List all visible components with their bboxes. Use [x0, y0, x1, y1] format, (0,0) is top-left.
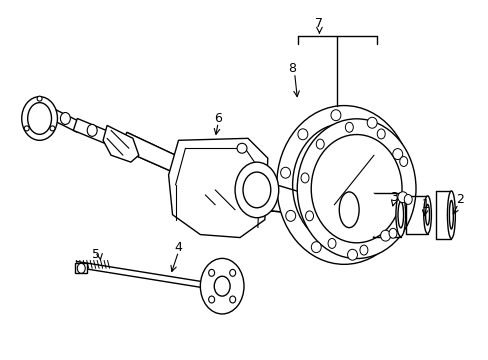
Ellipse shape [77, 264, 85, 273]
Ellipse shape [366, 117, 376, 128]
Ellipse shape [301, 173, 308, 183]
Text: 2: 2 [455, 193, 463, 206]
Text: 6: 6 [214, 112, 222, 125]
Text: 3: 3 [389, 192, 397, 204]
Ellipse shape [404, 194, 411, 204]
Polygon shape [103, 125, 139, 162]
Ellipse shape [21, 96, 57, 140]
Polygon shape [326, 195, 348, 225]
Ellipse shape [200, 258, 244, 314]
Ellipse shape [50, 126, 55, 131]
Ellipse shape [397, 192, 407, 203]
Ellipse shape [425, 204, 428, 225]
Ellipse shape [339, 192, 358, 228]
Ellipse shape [24, 126, 29, 131]
Bar [372, 193, 400, 237]
Text: 7: 7 [315, 17, 323, 30]
Ellipse shape [61, 113, 70, 125]
Ellipse shape [87, 125, 97, 136]
Ellipse shape [208, 296, 214, 303]
Ellipse shape [345, 122, 353, 132]
Polygon shape [73, 118, 111, 144]
Ellipse shape [280, 167, 290, 178]
Text: 5: 5 [92, 248, 100, 261]
Ellipse shape [37, 96, 42, 101]
Ellipse shape [392, 149, 402, 159]
Ellipse shape [448, 201, 452, 229]
Ellipse shape [28, 103, 51, 134]
Ellipse shape [243, 172, 270, 208]
Ellipse shape [305, 211, 313, 221]
Ellipse shape [297, 119, 415, 258]
Ellipse shape [285, 210, 295, 221]
Ellipse shape [380, 230, 390, 241]
Ellipse shape [208, 269, 214, 276]
Ellipse shape [397, 202, 403, 228]
Bar [75, 264, 87, 273]
Ellipse shape [395, 193, 405, 237]
Ellipse shape [316, 139, 324, 149]
Ellipse shape [359, 245, 367, 255]
Ellipse shape [310, 135, 401, 243]
Polygon shape [49, 109, 81, 132]
Ellipse shape [330, 110, 340, 121]
Ellipse shape [347, 249, 357, 260]
Polygon shape [257, 195, 344, 218]
Ellipse shape [367, 193, 377, 237]
Ellipse shape [376, 129, 385, 139]
Polygon shape [168, 138, 267, 238]
Text: 1: 1 [421, 198, 428, 211]
Ellipse shape [447, 191, 454, 239]
Ellipse shape [297, 129, 307, 140]
Ellipse shape [229, 269, 235, 276]
Ellipse shape [237, 143, 246, 153]
Text: 8: 8 [287, 62, 295, 75]
Ellipse shape [423, 196, 430, 234]
Ellipse shape [388, 228, 396, 238]
Ellipse shape [292, 123, 395, 247]
Ellipse shape [311, 242, 321, 253]
Polygon shape [119, 132, 192, 178]
Ellipse shape [235, 162, 278, 218]
Ellipse shape [276, 105, 411, 264]
Ellipse shape [327, 238, 335, 248]
Text: 4: 4 [174, 241, 182, 254]
Ellipse shape [214, 276, 230, 296]
Ellipse shape [399, 157, 407, 166]
Polygon shape [346, 194, 366, 228]
Ellipse shape [229, 296, 235, 303]
